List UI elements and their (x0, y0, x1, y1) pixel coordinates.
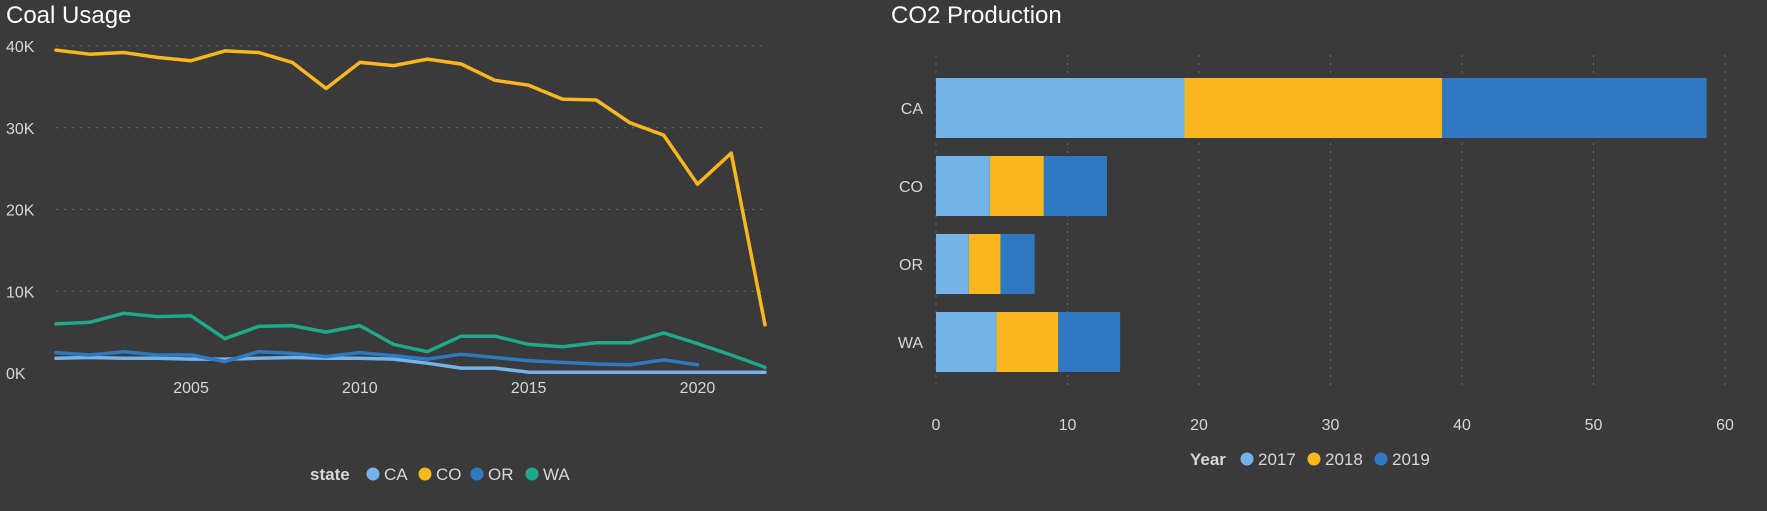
bar-ca-2019 (1442, 78, 1707, 138)
x-tick-label: 20 (1190, 417, 1208, 434)
series-line-or (54, 349, 700, 367)
co2-production-panel: 0 10 20 30 40 50 60 CA CO OR WA Year 2017 2018 2019 CO… (885, 0, 1767, 511)
co2-production-chart: 0 10 20 30 40 50 60 CA CO OR WA Year 2017 2018 2019 (898, 55, 1734, 469)
legend-label-wa: WA (543, 465, 570, 484)
bar-ca-2018 (1184, 78, 1443, 138)
x-tick-label: 50 (1585, 417, 1603, 434)
x-tick-label: 2005 (173, 380, 209, 397)
legend-title: Year (1190, 450, 1226, 469)
y-tick-label: CO (899, 179, 923, 196)
x-tick-label: 2020 (680, 380, 716, 397)
x-tick-label: 10 (1059, 417, 1077, 434)
bar-or-2019 (1000, 234, 1035, 294)
coal-usage-title: Coal Usage (6, 2, 132, 29)
coal-usage-axes: 0K 10K 20K 30K 40K 2005 2010 2015 2020 (6, 39, 765, 397)
legend-label-ca: CA (384, 465, 408, 484)
y-tick-label: 30K (6, 121, 35, 138)
co2-legend: Year 2017 2018 2019 (1190, 450, 1430, 469)
x-tick-label: 40 (1453, 417, 1471, 434)
bar-co-2018 (989, 156, 1044, 216)
legend-marker-ca (366, 467, 380, 481)
legend-marker-2019 (1374, 452, 1388, 466)
co2-axes: 0 10 20 30 40 50 60 CA CO OR WA (898, 55, 1734, 434)
bar-or-2017 (936, 234, 969, 294)
legend-label-2019: 2019 (1392, 450, 1430, 469)
legend-marker-2018 (1307, 452, 1321, 466)
coal-usage-legend: state CA CO OR WA (310, 465, 570, 484)
bar-wa-2018 (996, 312, 1059, 372)
legend-marker-co (418, 467, 432, 481)
bar-wa-2017 (936, 312, 997, 372)
legend-marker-2017 (1240, 452, 1254, 466)
series-line-co (54, 48, 767, 327)
legend-title: state (310, 465, 350, 484)
y-tick-label: OR (899, 257, 923, 274)
series-line-wa (54, 311, 767, 370)
y-tick-label: 10K (6, 284, 35, 301)
x-tick-label: 2015 (511, 380, 547, 397)
y-tick-label: 20K (6, 203, 35, 220)
co2-production-title: CO2 Production (891, 2, 1062, 29)
x-tick-label: 30 (1322, 417, 1340, 434)
bar-wa-2019 (1058, 312, 1121, 372)
y-tick-label: 40K (6, 39, 35, 56)
x-tick-label: 2010 (342, 380, 378, 397)
legend-label-or: OR (488, 465, 514, 484)
legend-label-2017: 2017 (1258, 450, 1296, 469)
y-tick-label: CA (901, 101, 924, 118)
bar-or-2018 (968, 234, 1001, 294)
coal-usage-panel: 0K 10K 20K 30K 40K 2005 2010 2015 2020 state CA CO O… (6, 2, 767, 484)
y-tick-label: 0K (6, 366, 26, 383)
bar-co-2017 (936, 156, 990, 216)
x-tick-label: 0 (932, 417, 941, 434)
legend-label-co: CO (436, 465, 462, 484)
legend-label-2018: 2018 (1325, 450, 1363, 469)
legend-marker-wa (525, 467, 539, 481)
bar-ca-2017 (936, 78, 1185, 138)
coal-usage-chart: 0K 10K 20K 30K 40K 2005 2010 2015 2020 state CA CO O… (6, 39, 767, 484)
bar-co-2019 (1043, 156, 1107, 216)
legend-marker-or (470, 467, 484, 481)
series-line-ca (54, 355, 767, 374)
x-tick-label: 60 (1716, 417, 1734, 434)
y-tick-label: WA (898, 335, 924, 352)
